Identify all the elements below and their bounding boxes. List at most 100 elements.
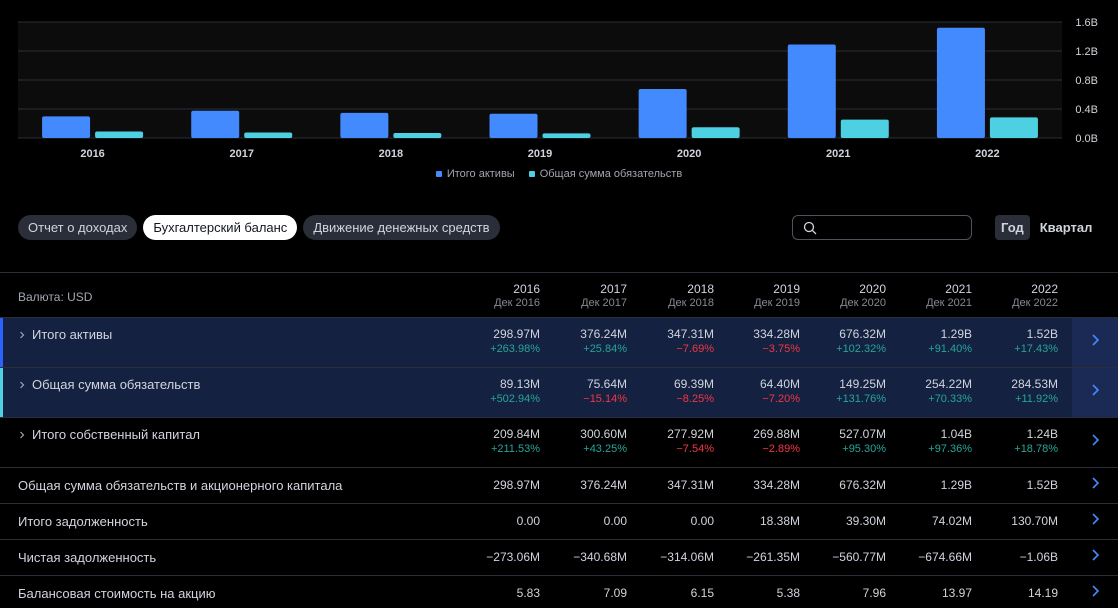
cell-change: +25.84% — [583, 343, 627, 355]
chevron-right-icon — [1090, 584, 1100, 603]
table-cell: 7.09 — [547, 586, 627, 601]
cell-value: 1.24B — [1026, 427, 1058, 441]
search-input[interactable] — [823, 218, 963, 237]
table-cell: 0.00 — [547, 514, 627, 529]
cell-value: 1.29B — [940, 478, 972, 492]
table-cell: 676.32M — [806, 478, 886, 493]
bar-total-assets[interactable] — [638, 88, 687, 138]
table-row[interactable]: Итого активы 298.97M +263.98% 376.24M +25.84… — [0, 318, 1118, 368]
table-cell: 64.40M −7.20% — [720, 377, 800, 407]
cell-value: 7.96 — [862, 586, 886, 600]
bar-total-assets[interactable] — [936, 27, 985, 138]
cell-value: 277.92M — [667, 427, 714, 441]
chevron-right-icon[interactable] — [18, 430, 32, 442]
bar-total-liabilities[interactable] — [393, 132, 442, 138]
bar-chart-svg: 0.0B 0.4B 0.8B 1.2B 1.6B 2016 2017 2018 2019 2020… — [18, 17, 1098, 160]
bar-total-liabilities[interactable] — [244, 132, 293, 138]
column-header: 2017 Дек 2017 — [547, 282, 627, 310]
chevron-right-icon[interactable] — [18, 330, 32, 342]
legend-swatch-assets — [435, 171, 442, 177]
table-cell: 1.24B +18.78% — [978, 427, 1058, 457]
bar-total-assets[interactable] — [787, 44, 836, 138]
cell-value: −314.06M — [660, 550, 714, 564]
period-annual-button[interactable]: Год — [995, 215, 1030, 240]
cell-change: −2.89% — [762, 443, 800, 455]
cell-value: 75.64M — [586, 377, 627, 391]
bar-total-assets[interactable] — [489, 113, 538, 138]
row-label[interactable]: Общая сумма обязательств — [18, 377, 200, 392]
legend-item-assets[interactable]: Итого активы — [435, 168, 515, 180]
bar-total-liabilities[interactable] — [542, 133, 591, 138]
table-cell: 1.52B — [978, 478, 1058, 493]
column-year: 2021 — [945, 282, 972, 296]
period-toggle: Год Квартал — [995, 215, 1098, 240]
chevron-right-icon — [1090, 383, 1100, 402]
column-year: 2019 — [773, 282, 800, 296]
column-year: 2022 — [1031, 282, 1058, 296]
bar-total-assets[interactable] — [340, 112, 389, 138]
cell-value: 0.00 — [690, 514, 714, 528]
table-row[interactable]: Чистая задолженность −273.06M −340.68M −314… — [0, 540, 1118, 576]
cell-value: 254.22M — [925, 377, 972, 391]
x-tick-label: 2021 — [826, 148, 850, 160]
row-detail-button[interactable] — [1072, 318, 1118, 367]
cell-value: 209.84M — [493, 427, 540, 441]
row-detail-button[interactable] — [1072, 418, 1118, 467]
table-row[interactable]: Итого задолженность 0.00 0.00 0.00 18.38M 39.… — [0, 504, 1118, 540]
cell-value: 74.02M — [931, 514, 972, 528]
table-row[interactable]: Итого собственный капитал 209.84M +211.53%… — [0, 418, 1118, 468]
tab-balance-sheet[interactable]: Бухгалтерский баланс — [143, 215, 298, 240]
row-detail-button[interactable] — [1072, 468, 1118, 503]
chart-legend: Итого активы Общая сумма обязательств — [0, 168, 1118, 180]
chevron-right-icon[interactable] — [18, 380, 32, 392]
table-cell: 5.38 — [720, 586, 800, 601]
row-label[interactable]: Итого активы — [18, 327, 112, 342]
row-label: Итого задолженность — [18, 514, 148, 529]
y-tick-label: 1.2B — [1075, 46, 1098, 58]
bar-total-liabilities[interactable] — [691, 127, 740, 138]
cell-change: +17.43% — [1014, 343, 1058, 355]
cell-value: 5.38 — [776, 586, 800, 600]
row-label: Чистая задолженность — [18, 550, 156, 565]
row-label-text: Балансовая стоимость на акцию — [18, 586, 216, 601]
cell-change: +43.25% — [583, 443, 627, 455]
row-detail-button[interactable] — [1072, 368, 1118, 417]
table-cell: 298.97M +263.98% — [460, 327, 540, 357]
cell-change: +102.32% — [836, 343, 886, 355]
bar-total-liabilities[interactable] — [95, 131, 144, 138]
legend-label-assets: Итого активы — [446, 168, 515, 180]
table-cell: 254.22M +70.33% — [892, 377, 972, 407]
table-cell: 676.32M +102.32% — [806, 327, 886, 357]
period-quarterly-button[interactable]: Квартал — [1039, 220, 1093, 235]
table-cell: 69.39M −8.25% — [634, 377, 714, 407]
row-detail-button[interactable] — [1072, 504, 1118, 539]
table-cell: 5.83 — [460, 586, 540, 601]
legend-item-liabilities[interactable]: Общая сумма обязательств — [528, 168, 682, 180]
column-year: 2018 — [687, 282, 714, 296]
cell-value: 1.29B — [940, 327, 972, 341]
column-header: 2018 Дек 2018 — [634, 282, 714, 310]
row-label-text: Чистая задолженность — [18, 550, 157, 565]
table-row[interactable]: Общая сумма обязательств и акционерного … — [0, 468, 1118, 504]
x-tick-label: 2019 — [528, 148, 552, 160]
bar-total-liabilities[interactable] — [989, 117, 1038, 138]
cell-value: 334.28M — [753, 327, 800, 341]
cell-change: −8.25% — [676, 393, 714, 405]
cell-value: 18.38M — [759, 514, 800, 528]
table-cell: 1.52B +17.43% — [978, 327, 1058, 357]
bar-total-assets[interactable] — [191, 110, 240, 138]
tab-cash-flow[interactable]: Движение денежных средств — [303, 215, 500, 240]
table-row[interactable]: Балансовая стоимость на акцию 5.83 7.09 6.1… — [0, 576, 1118, 608]
cell-value: 39.30M — [845, 514, 886, 528]
table-row[interactable]: Общая сумма обязательств 89.13M +502.94% 75… — [0, 368, 1118, 418]
cell-value: 269.88M — [753, 427, 800, 441]
search-box[interactable] — [792, 215, 972, 240]
cell-value: 5.83 — [516, 586, 540, 600]
bar-total-assets[interactable] — [42, 116, 91, 138]
row-detail-button[interactable] — [1072, 540, 1118, 575]
tab-income-statement[interactable]: Отчет о доходах — [18, 215, 138, 240]
row-detail-button[interactable] — [1072, 576, 1118, 608]
bar-total-liabilities[interactable] — [840, 119, 889, 138]
cell-value: 676.32M — [839, 478, 886, 492]
row-label[interactable]: Итого собственный капитал — [18, 427, 200, 442]
